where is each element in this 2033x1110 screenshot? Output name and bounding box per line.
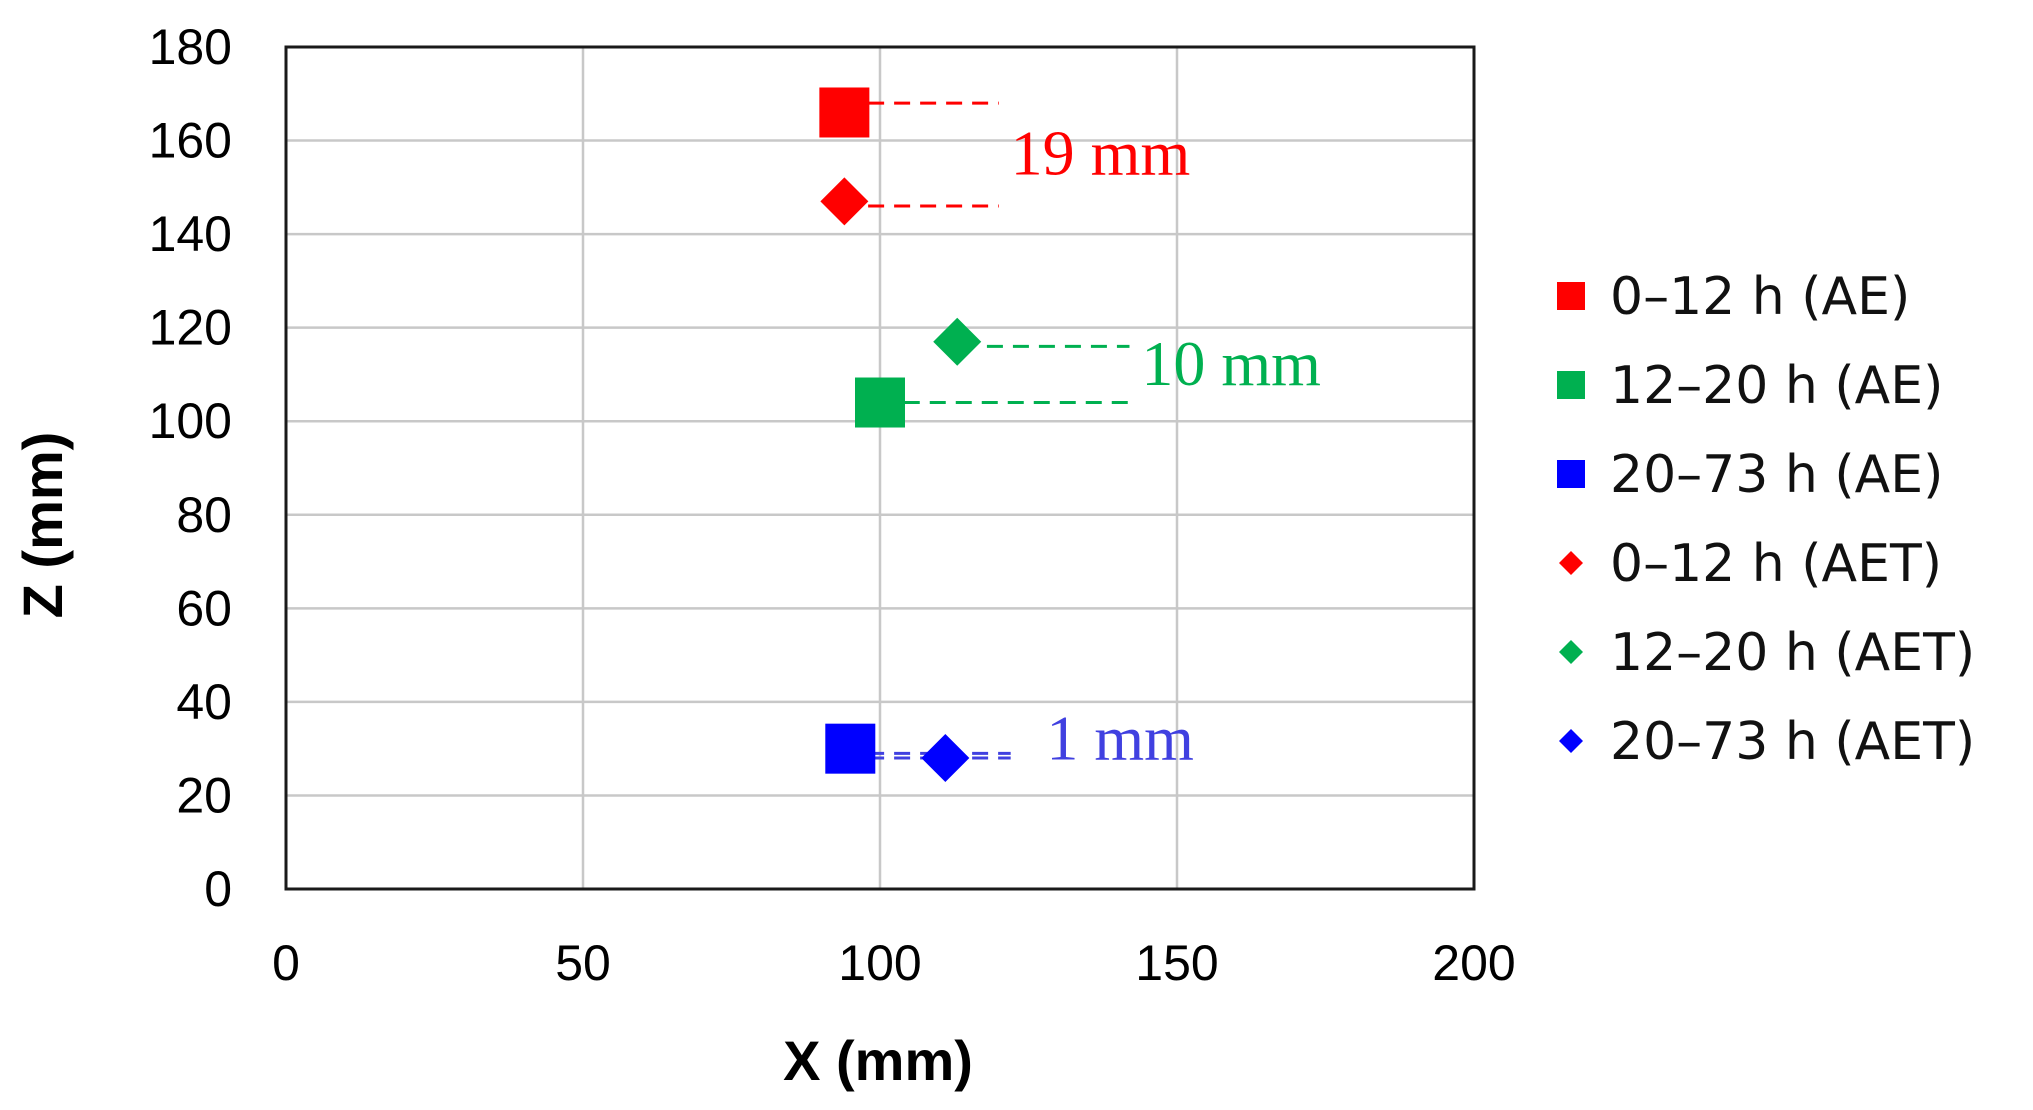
y-tick-label: 20	[176, 767, 232, 823]
legend-label: 0–12 h (AE)	[1610, 267, 1910, 327]
x-tick-label: 150	[1135, 935, 1218, 991]
legend-diamond-marker	[1559, 729, 1583, 753]
x-axis-title: X (mm)	[783, 1029, 973, 1092]
y-tick-label: 140	[149, 206, 232, 262]
x-tick-label: 0	[272, 935, 300, 991]
y-tick-label: 100	[149, 393, 232, 449]
legend-square-marker	[1557, 371, 1585, 399]
legend-item: 0–12 h (AET)	[1559, 534, 1942, 594]
diamond-marker	[933, 317, 982, 366]
x-tick-label: 50	[555, 935, 611, 991]
square-marker	[825, 723, 876, 774]
legend-label: 0–12 h (AET)	[1610, 534, 1942, 594]
diamond-marker	[921, 734, 970, 783]
diamond-marker	[820, 177, 869, 226]
legend-item: 12–20 h (AE)	[1557, 356, 1943, 416]
y-tick-label: 120	[149, 300, 232, 356]
legend-item: 20–73 h (AE)	[1557, 445, 1943, 505]
annotation-label: 1 mm	[1046, 702, 1194, 773]
data-markers	[819, 87, 982, 783]
legend-square-marker	[1557, 460, 1585, 488]
legend: 0–12 h (AE) 12–20 h (AE) 20–73 h (AE) 0–12 …	[1557, 267, 1975, 772]
grid-lines	[284, 45, 1476, 891]
legend-label: 20–73 h (AE)	[1610, 445, 1943, 505]
y-tick-label: 160	[149, 113, 232, 169]
legend-square-marker	[1557, 282, 1585, 310]
legend-diamond-marker	[1559, 640, 1583, 664]
annotation-label: 19 mm	[1011, 118, 1191, 189]
y-tick-label: 80	[176, 487, 232, 543]
annotation-lines	[868, 101, 1130, 760]
y-tick-label: 40	[176, 674, 232, 730]
x-tick-label: 200	[1432, 935, 1515, 991]
y-tick-labels: 0 20 40 60 80 100 120 140 160 180	[149, 19, 232, 917]
legend-label: 12–20 h (AET)	[1610, 623, 1975, 683]
y-tick-label: 0	[204, 861, 232, 917]
legend-label: 20–73 h (AET)	[1610, 712, 1975, 772]
legend-diamond-marker	[1559, 551, 1583, 575]
legend-item: 0–12 h (AE)	[1557, 267, 1910, 327]
y-tick-label: 180	[149, 19, 232, 75]
annotation-label: 10 mm	[1141, 328, 1321, 399]
x-tick-labels: 0 50 100 150 200	[272, 935, 1516, 991]
square-marker	[855, 377, 905, 428]
plot-area-frame	[284, 45, 1476, 891]
legend-item: 20–73 h (AET)	[1559, 712, 1975, 772]
y-axis-title: Z (mm)	[11, 432, 74, 619]
legend-label: 12–20 h (AE)	[1610, 356, 1943, 416]
annotation-labels: 19 mm 10 mm 1 mm	[1011, 118, 1321, 774]
y-tick-label: 60	[176, 580, 232, 636]
legend-item: 12–20 h (AET)	[1559, 623, 1975, 683]
square-marker	[819, 87, 870, 138]
x-tick-label: 100	[838, 935, 921, 991]
